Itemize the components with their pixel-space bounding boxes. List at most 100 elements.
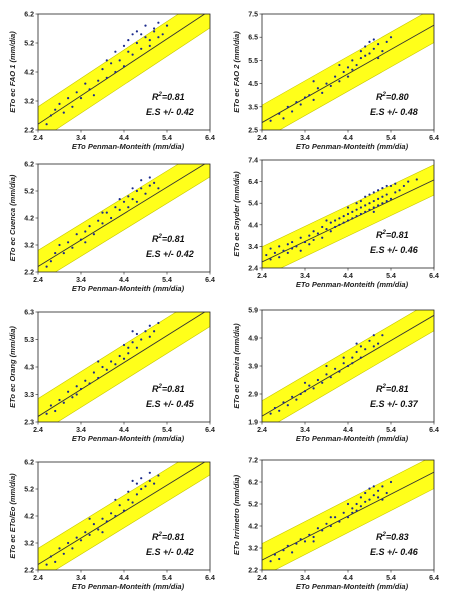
data-point-2 xyxy=(269,258,272,261)
data-point-33 xyxy=(157,21,160,24)
data-point-26 xyxy=(368,339,371,342)
data-point-31 xyxy=(342,221,345,224)
x-tick-label: 2.4 xyxy=(33,277,43,284)
data-point-24 xyxy=(135,200,138,203)
data-point-19 xyxy=(312,238,315,242)
data-point-5 xyxy=(62,111,65,114)
data-point-15 xyxy=(110,62,113,65)
data-point-30 xyxy=(381,334,384,337)
x-tick-label: 5.4 xyxy=(162,135,172,142)
x-axis-label: ETo Penman-Monteith (mm/dia) xyxy=(72,284,185,293)
data-point-11 xyxy=(316,87,319,90)
data-point-26 xyxy=(140,477,143,480)
data-point-34 xyxy=(303,381,307,384)
y-tick-label: 3.5 xyxy=(248,104,258,111)
data-point-3 xyxy=(282,117,285,120)
y-tick-label: 6.2 xyxy=(248,480,258,487)
x-tick-label: 5.4 xyxy=(386,135,396,142)
x-tick-label: 5.4 xyxy=(386,273,396,280)
data-point-10 xyxy=(308,533,311,536)
data-point-25 xyxy=(140,187,143,190)
data-point-1 xyxy=(45,563,48,566)
data-point-31 xyxy=(122,343,126,347)
confidence-band xyxy=(38,14,210,130)
data-point-23 xyxy=(135,41,138,45)
data-point-12 xyxy=(321,91,324,94)
data-point-23 xyxy=(359,356,362,359)
data-point-14 xyxy=(105,76,108,79)
x-tick-label: 4.4 xyxy=(343,273,353,280)
y-tick-label: 2.2 xyxy=(24,128,34,135)
x-tick-label: 3.4 xyxy=(300,135,310,142)
data-point-38 xyxy=(359,206,362,209)
data-point-9 xyxy=(303,390,307,393)
data-point-10 xyxy=(291,240,294,244)
x-tick-label: 3.4 xyxy=(76,277,86,284)
y-axis-label: ETo ec Pereira (mm/dia) xyxy=(232,323,241,409)
data-point-7 xyxy=(282,249,285,252)
scatter-panel-8: 2.4 3.4 4.4 5.4 6.4 2.2 3.2 4.2 5.2 6.2 7.2 ETo Pen… xyxy=(232,458,439,592)
y-tick-label: 5.5 xyxy=(248,58,258,65)
data-point-9 xyxy=(286,251,289,254)
data-point-21 xyxy=(127,352,130,355)
r-squared-label: R2=0.83 xyxy=(376,532,409,542)
data-point-3 xyxy=(54,108,57,111)
y-tick-label: 2.4 xyxy=(248,266,258,273)
x-tick-label: 6.4 xyxy=(205,427,215,434)
data-point-7 xyxy=(71,105,74,108)
y-tick-label: 7.5 xyxy=(248,12,258,19)
data-point-33 xyxy=(131,330,134,333)
y-tick-label: 2.9 xyxy=(248,392,258,399)
y-tick-label: 3.2 xyxy=(248,546,258,553)
data-point-16 xyxy=(334,367,337,370)
data-point-6 xyxy=(295,101,298,104)
x-tick-label: 3.4 xyxy=(76,575,86,582)
data-point-5 xyxy=(286,544,289,547)
data-point-3 xyxy=(54,252,57,255)
y-axis-label: ETo ec Orang (mm/dia) xyxy=(8,326,17,408)
data-point-4 xyxy=(273,251,276,254)
data-point-44 xyxy=(368,208,371,211)
data-point-25 xyxy=(140,47,143,50)
data-point-49 xyxy=(372,191,375,194)
data-point-50 xyxy=(377,204,380,207)
data-point-12 xyxy=(92,371,95,374)
data-point-5 xyxy=(278,245,281,248)
data-point-34 xyxy=(351,210,354,213)
data-point-2 xyxy=(49,260,53,263)
data-point-18 xyxy=(342,362,345,365)
y-tick-label: 2.2 xyxy=(24,270,34,277)
x-axis-label: ETo Penman-Monteith (mm/dia) xyxy=(296,142,409,151)
x-tick-label: 4.4 xyxy=(119,427,129,434)
y-tick-label: 7.4 xyxy=(248,158,258,165)
data-point-35 xyxy=(101,531,104,534)
x-tick-label: 6.4 xyxy=(205,277,215,284)
r-squared-label: R2=0.81 xyxy=(152,92,185,102)
data-point-1 xyxy=(269,119,272,122)
data-point-64 xyxy=(407,180,410,183)
x-tick-label: 2.4 xyxy=(257,135,267,142)
data-point-6 xyxy=(67,241,70,244)
data-point-39 xyxy=(359,212,362,216)
data-point-29 xyxy=(377,43,380,46)
y-tick-label: 5.4 xyxy=(248,201,258,208)
data-point-25 xyxy=(364,45,367,48)
y-axis-label: ETo ec FAO 2 (mm/dia) xyxy=(232,31,241,113)
data-point-23 xyxy=(355,509,358,512)
data-point-28 xyxy=(148,479,151,482)
data-point-11 xyxy=(291,247,294,250)
data-point-15 xyxy=(105,211,108,214)
data-point-33 xyxy=(346,219,350,222)
data-point-60 xyxy=(394,191,397,194)
data-point-35 xyxy=(84,241,87,244)
data-point-7 xyxy=(71,547,74,550)
data-point-26 xyxy=(334,219,337,222)
x-axis-label: ETo Penman-Monteith (mm/dia) xyxy=(72,582,185,591)
r-squared-label: R2=0.81 xyxy=(152,532,185,542)
data-point-19 xyxy=(346,364,350,368)
data-point-11 xyxy=(312,535,315,539)
data-point-68 xyxy=(325,219,328,222)
regression-line xyxy=(38,164,206,267)
data-point-12 xyxy=(97,79,100,82)
data-point-16 xyxy=(110,512,113,515)
